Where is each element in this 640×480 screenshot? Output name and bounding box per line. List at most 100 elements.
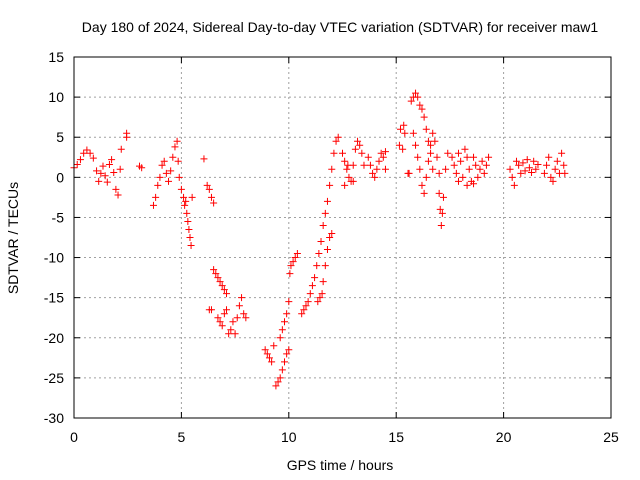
data-point <box>313 262 321 270</box>
data-point <box>326 181 334 189</box>
data-point <box>341 181 349 189</box>
data-point <box>356 141 364 149</box>
data-point <box>416 101 424 109</box>
data-point <box>300 306 308 314</box>
chart-title: Day 180 of 2024, Sidereal Day-to-day VTE… <box>82 19 599 35</box>
data-point <box>442 165 450 173</box>
data-point <box>528 169 536 177</box>
data-point <box>123 133 131 141</box>
data-point <box>235 302 243 310</box>
data-point <box>424 137 432 145</box>
data-point <box>321 209 329 217</box>
data-point <box>549 177 557 185</box>
data-point <box>293 250 301 258</box>
data-point <box>165 177 173 185</box>
data-point <box>298 310 306 318</box>
data-point <box>218 282 226 290</box>
data-point <box>212 270 220 278</box>
data-point <box>364 153 372 161</box>
data-point <box>343 165 351 173</box>
data-point <box>396 125 404 133</box>
y-tick-label: -25 <box>44 370 64 386</box>
data-point <box>220 310 228 318</box>
data-point <box>152 193 160 201</box>
data-point <box>99 162 107 170</box>
data-point <box>286 270 294 278</box>
data-point <box>93 167 101 175</box>
data-point <box>360 161 368 169</box>
data-point <box>169 153 177 161</box>
x-tick-label: 10 <box>281 429 297 445</box>
x-axis-label: GPS time / hours <box>287 457 394 473</box>
data-point <box>186 234 194 241</box>
data-point <box>326 234 334 241</box>
data-point <box>448 153 456 161</box>
data-point <box>339 149 346 157</box>
data-point <box>306 290 314 298</box>
data-point <box>173 137 181 145</box>
data-point <box>180 193 188 201</box>
data-point <box>358 149 366 157</box>
data-point <box>101 172 109 180</box>
data-point <box>328 229 336 237</box>
data-point <box>420 189 428 197</box>
data-point <box>218 322 226 330</box>
data-point <box>285 298 293 306</box>
data-point <box>470 153 478 161</box>
data-point <box>345 173 353 181</box>
data-series <box>70 89 569 390</box>
data-point <box>323 246 331 254</box>
data-point <box>311 274 319 282</box>
y-tick-label: 0 <box>56 169 64 185</box>
data-point <box>184 217 192 225</box>
data-point <box>323 197 331 205</box>
data-point <box>420 113 428 121</box>
data-point <box>414 93 422 101</box>
data-point <box>317 238 325 246</box>
data-point <box>401 129 409 137</box>
data-point <box>182 197 190 205</box>
data-point <box>435 189 443 197</box>
data-point <box>474 173 482 181</box>
data-point <box>175 173 183 181</box>
data-point <box>225 330 233 338</box>
data-point <box>73 160 81 168</box>
data-point <box>523 156 531 164</box>
data-point <box>472 161 480 169</box>
data-point <box>304 298 312 306</box>
data-point <box>422 125 430 133</box>
axis-ticks: 0 5 10 15 20 25 -30 -25 -20 -15 -10 -5 0 5 10 15 <box>44 49 619 445</box>
data-point <box>242 314 250 322</box>
data-point <box>233 314 241 322</box>
data-point <box>97 169 105 177</box>
data-point <box>545 153 553 161</box>
data-point <box>158 161 166 169</box>
data-point <box>231 330 239 338</box>
data-point <box>229 318 237 326</box>
data-point <box>156 173 164 181</box>
data-point <box>216 278 224 286</box>
data-point <box>210 266 218 274</box>
data-point <box>457 157 465 165</box>
x-tick-label: 20 <box>496 429 512 445</box>
data-point <box>154 181 162 189</box>
data-point <box>160 157 168 165</box>
data-point <box>519 159 527 167</box>
data-point <box>414 153 422 161</box>
data-point <box>371 173 379 181</box>
data-point <box>276 334 284 342</box>
data-point <box>506 165 514 173</box>
data-point <box>444 149 452 157</box>
data-point <box>268 358 276 366</box>
data-point <box>278 326 286 334</box>
data-point <box>272 382 280 390</box>
data-point <box>375 157 383 165</box>
data-point <box>328 165 336 173</box>
data-point <box>427 141 435 149</box>
data-point <box>214 314 222 322</box>
data-point <box>395 141 403 149</box>
data-point <box>461 145 469 153</box>
x-tick-label: 25 <box>603 429 619 445</box>
data-point <box>341 157 349 165</box>
data-point <box>207 306 215 314</box>
